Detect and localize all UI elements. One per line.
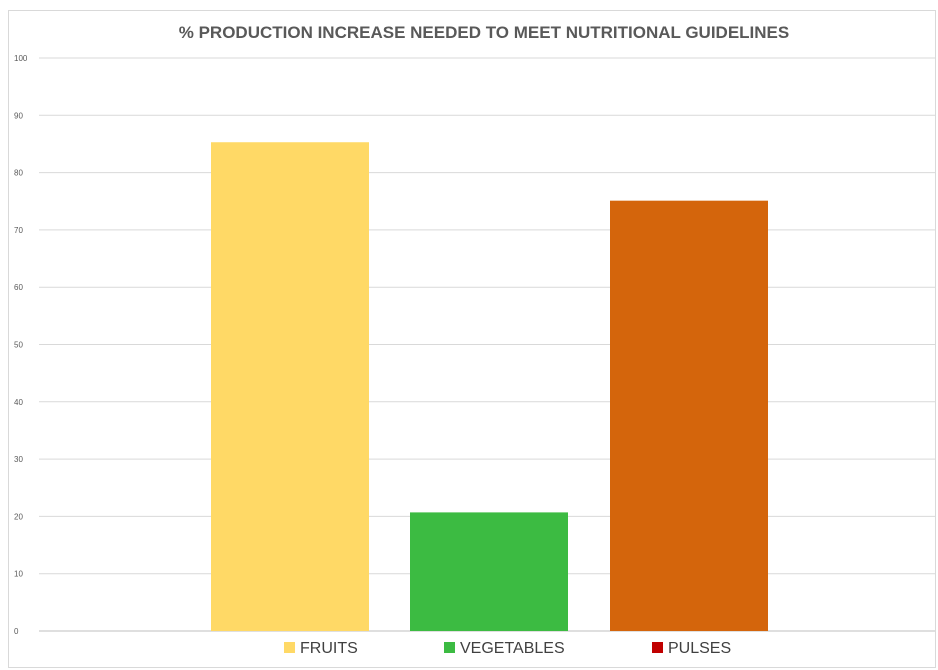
y-tick-label: 0 — [14, 627, 19, 636]
bar-chart: % PRODUCTION INCREASE NEEDED TO MEET NUT… — [14, 23, 935, 657]
bar-pulses — [610, 200, 768, 631]
chart-title: % PRODUCTION INCREASE NEEDED TO MEET NUT… — [179, 23, 789, 42]
legend-label: PULSES — [668, 640, 731, 657]
y-tick-label: 50 — [14, 341, 23, 350]
legend: FRUITS VEGETABLES PULSES — [284, 640, 731, 657]
y-tick-label: 30 — [14, 455, 23, 464]
bar-vegetables — [410, 512, 568, 631]
y-tick-label: 70 — [14, 226, 23, 235]
legend-label: FRUITS — [300, 640, 358, 657]
y-tick-label: 40 — [14, 398, 23, 407]
y-tick-label: 100 — [14, 54, 28, 63]
legend-swatch — [652, 642, 663, 653]
legend-item-vegetables: VEGETABLES — [444, 640, 565, 657]
y-tick-label: 10 — [14, 570, 23, 579]
legend-item-fruits: FRUITS — [284, 640, 358, 657]
legend-swatch — [284, 642, 295, 653]
bar-fruits — [211, 142, 369, 631]
legend-label: VEGETABLES — [460, 640, 565, 657]
y-tick-label: 20 — [14, 512, 23, 521]
gridlines — [39, 57, 935, 632]
legend-swatch — [444, 642, 455, 653]
bars — [211, 142, 768, 631]
y-tick-label: 80 — [14, 169, 23, 178]
y-axis-ticks: 0 10 20 30 40 50 60 70 80 90 100 — [14, 54, 28, 636]
y-tick-label: 60 — [14, 283, 23, 292]
legend-item-pulses: PULSES — [652, 640, 731, 657]
chart-frame: % PRODUCTION INCREASE NEEDED TO MEET NUT… — [8, 10, 936, 668]
y-tick-label: 90 — [14, 111, 23, 120]
